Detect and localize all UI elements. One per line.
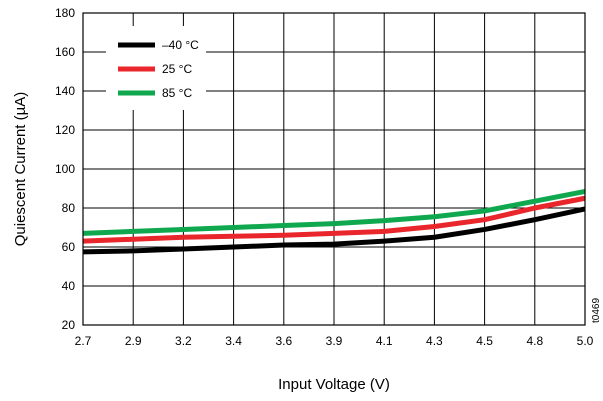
x-tick-label: 5.0 bbox=[577, 334, 594, 348]
x-tick-label: 4.8 bbox=[526, 334, 543, 348]
y-tick-label: 40 bbox=[62, 279, 76, 293]
y-axis-title: Quiescent Current (µA) bbox=[12, 92, 29, 247]
x-tick-label: 2.9 bbox=[125, 334, 142, 348]
y-axis-ticks: 20 40 60 80 100 120 140 160 180 bbox=[55, 6, 75, 332]
y-tick-label: 100 bbox=[55, 162, 75, 176]
series-line bbox=[82, 206, 586, 255]
y-tick-label: 160 bbox=[55, 45, 75, 59]
plot-frame bbox=[82, 12, 586, 326]
x-tick-label: 4.3 bbox=[426, 334, 443, 348]
series-line bbox=[82, 188, 586, 236]
y-tick-label: 80 bbox=[62, 201, 76, 215]
x-axis-title: Input Voltage (V) bbox=[278, 376, 390, 393]
grid-lines bbox=[83, 13, 585, 325]
series-lines bbox=[82, 188, 586, 255]
x-tick-label: 3.2 bbox=[175, 334, 192, 348]
y-tick-label: 20 bbox=[62, 318, 76, 332]
figure-code-annotation: t0469 bbox=[591, 298, 602, 323]
series-line bbox=[82, 195, 586, 244]
x-tick-label: 3.9 bbox=[326, 334, 343, 348]
legend-label: 85 °C bbox=[162, 86, 192, 100]
x-tick-label: 4.1 bbox=[376, 334, 393, 348]
x-tick-label: 2.7 bbox=[75, 334, 92, 348]
x-tick-label: 4.5 bbox=[476, 334, 493, 348]
legend-label: 25 °C bbox=[162, 62, 192, 76]
y-tick-label: 120 bbox=[55, 123, 75, 137]
x-axis-ticks: 2.7 2.9 3.2 3.4 3.6 3.9 4.1 4.3 4.5 4.8 5.0 bbox=[75, 334, 594, 348]
x-tick-label: 3.4 bbox=[225, 334, 242, 348]
y-tick-label: 140 bbox=[55, 84, 75, 98]
legend: –40 °C 25 °C 85 °C bbox=[118, 38, 199, 100]
y-tick-label: 180 bbox=[55, 6, 75, 20]
y-tick-label: 60 bbox=[62, 240, 76, 254]
x-tick-label: 3.6 bbox=[275, 334, 292, 348]
legend-label: –40 °C bbox=[162, 38, 199, 52]
